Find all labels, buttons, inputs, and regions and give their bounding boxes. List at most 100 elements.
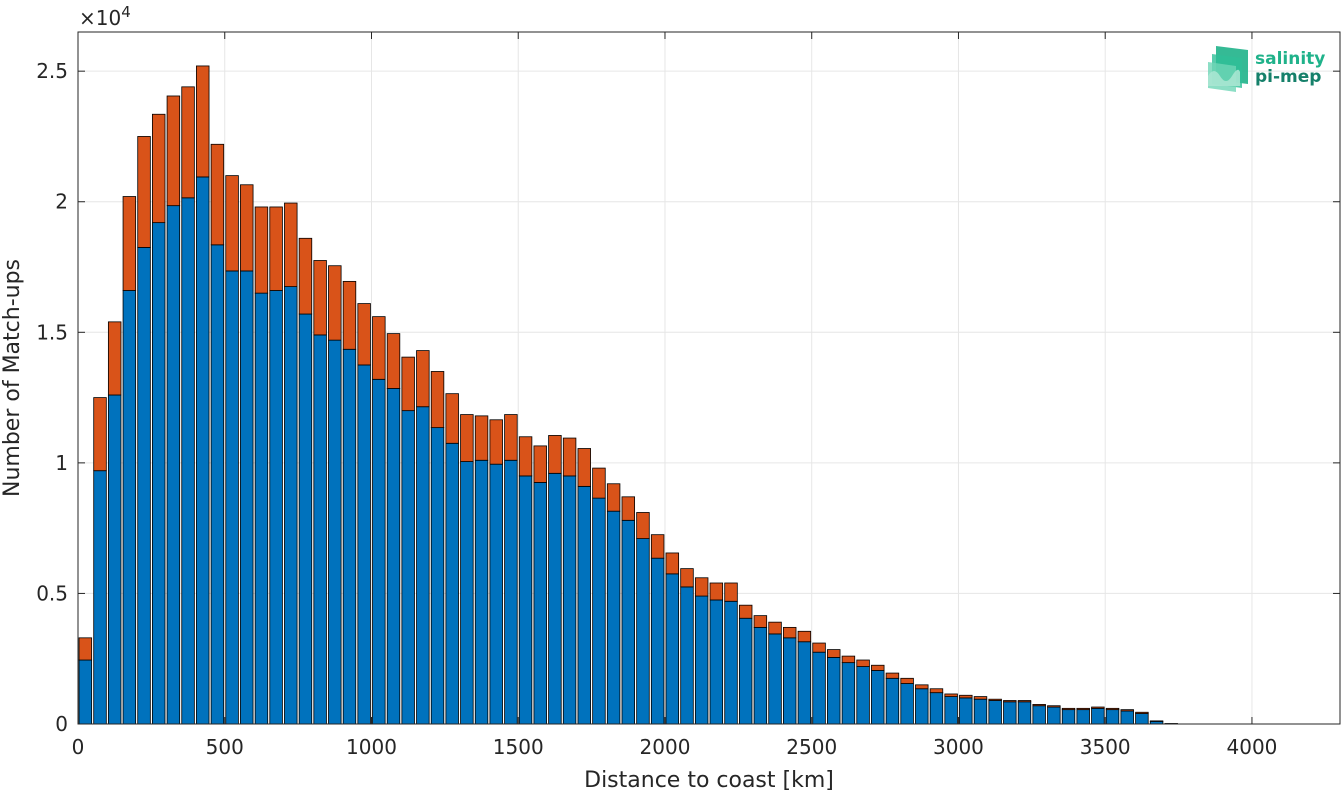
y-exponent-power: 4 bbox=[121, 3, 131, 21]
bar-series-2 bbox=[328, 265, 342, 341]
bar-series-1 bbox=[166, 205, 181, 725]
bar-series-1 bbox=[254, 292, 269, 725]
bar-series-2 bbox=[269, 206, 283, 291]
bar-series-1 bbox=[181, 197, 195, 725]
bar-series-1 bbox=[313, 334, 327, 725]
y-tick-label: 2 bbox=[55, 190, 68, 214]
bar-series-1 bbox=[107, 394, 122, 725]
bar-series-2 bbox=[166, 95, 181, 207]
bar-series-2 bbox=[1076, 707, 1090, 711]
bar-series-1 bbox=[768, 633, 782, 725]
bar-series-1 bbox=[78, 659, 93, 725]
bar-series-1 bbox=[518, 475, 533, 725]
bar-series-1 bbox=[416, 406, 430, 725]
bar-series-1 bbox=[284, 286, 298, 725]
bar-series-1 bbox=[944, 696, 958, 725]
bar-series-2 bbox=[592, 467, 606, 499]
x-tick-label: 1500 bbox=[493, 735, 544, 759]
bar-series-1 bbox=[460, 461, 474, 725]
y-tick-label: 0.5 bbox=[36, 581, 68, 605]
bar-series-2 bbox=[1061, 707, 1076, 711]
bar-series-1 bbox=[959, 697, 973, 725]
bar-series-1 bbox=[636, 538, 650, 725]
bar-series-2 bbox=[636, 512, 650, 539]
x-axis-label: Distance to coast [km] bbox=[584, 768, 834, 792]
bar-series-1 bbox=[797, 641, 812, 725]
bar-series-2 bbox=[988, 698, 1002, 701]
bar-series-2 bbox=[694, 577, 709, 597]
bar-series-2 bbox=[944, 693, 958, 697]
bar-series-2 bbox=[1120, 709, 1134, 712]
bar-series-2 bbox=[562, 437, 577, 477]
logo-text-salinity: salinity bbox=[1255, 49, 1325, 69]
bar-series-2 bbox=[650, 534, 665, 559]
bar-series-2 bbox=[768, 621, 782, 635]
bar-series-1 bbox=[1032, 705, 1046, 725]
bar-series-1 bbox=[137, 247, 151, 725]
bar-series-2 bbox=[871, 664, 885, 671]
plot-frame bbox=[77, 31, 1341, 725]
bar-series-2 bbox=[342, 280, 357, 350]
bar-series-1 bbox=[724, 600, 738, 725]
x-tick-label: 2000 bbox=[640, 735, 691, 759]
bar-series-2 bbox=[460, 414, 474, 462]
bar-series-2 bbox=[900, 677, 914, 684]
bar-series-1 bbox=[357, 364, 371, 725]
bar-series-1 bbox=[606, 510, 621, 725]
bar-series-2 bbox=[225, 175, 239, 272]
bar-series-1 bbox=[1091, 707, 1105, 725]
bar-series-2 bbox=[254, 206, 269, 294]
bar-series-2 bbox=[665, 552, 680, 575]
bar-series-2 bbox=[1135, 711, 1149, 714]
bar-series-1 bbox=[225, 270, 239, 725]
x-tick-label: 1000 bbox=[346, 735, 397, 759]
bar-series-1 bbox=[856, 666, 870, 725]
y-exponent-label: ×104 bbox=[79, 3, 131, 30]
bar-series-1 bbox=[342, 348, 357, 725]
bar-series-1 bbox=[621, 519, 636, 725]
bar-series-2 bbox=[621, 496, 636, 521]
bar-series-2 bbox=[357, 303, 371, 366]
y-axis-label: Number of Match-ups bbox=[0, 259, 25, 497]
bar-series-1 bbox=[592, 497, 606, 725]
bar-series-2 bbox=[93, 397, 107, 472]
bar-series-2 bbox=[680, 568, 694, 588]
bar-series-2 bbox=[298, 237, 313, 315]
bar-series-1 bbox=[1061, 709, 1076, 725]
y-exponent-base: ×10 bbox=[79, 6, 121, 30]
bar-series-2 bbox=[1032, 704, 1046, 707]
bar-series-2 bbox=[78, 637, 93, 661]
bar-series-2 bbox=[240, 184, 254, 272]
bar-series-2 bbox=[196, 65, 210, 178]
bar-series-2 bbox=[372, 316, 386, 380]
bar-series-1 bbox=[445, 442, 459, 725]
x-tick-label: 3000 bbox=[933, 735, 984, 759]
axis-ticks: 0 500 1000 1500 2000 2500 3000 3500 4000 0 0.5 1 1.5… bbox=[36, 32, 1340, 759]
bar-series-1 bbox=[122, 290, 137, 725]
bar-series-1 bbox=[196, 176, 210, 725]
bar-series-2 bbox=[181, 86, 195, 199]
bar-series-2 bbox=[489, 419, 503, 465]
bar-series bbox=[78, 65, 1178, 725]
bar-series-1 bbox=[269, 290, 283, 725]
bar-series-1 bbox=[680, 586, 694, 725]
bar-series-2 bbox=[533, 445, 547, 483]
bar-series-2 bbox=[474, 415, 489, 461]
bar-series-2 bbox=[284, 202, 298, 288]
y-tick-label: 1.5 bbox=[36, 320, 68, 344]
bar-series-1 bbox=[240, 270, 254, 725]
bar-series-1 bbox=[709, 599, 724, 725]
bar-series-1 bbox=[841, 662, 856, 725]
bar-series-1 bbox=[871, 670, 885, 725]
bar-series-1 bbox=[782, 637, 797, 725]
bar-series-1 bbox=[988, 700, 1002, 725]
bar-series-1 bbox=[151, 222, 166, 725]
x-tick-label: 0 bbox=[72, 735, 85, 759]
bar-series-1 bbox=[1047, 706, 1061, 725]
bar-series-1 bbox=[210, 244, 225, 725]
bar-series-2 bbox=[151, 113, 166, 224]
bar-series-1 bbox=[694, 595, 709, 725]
bar-series-1 bbox=[93, 470, 107, 725]
y-tick-label: 2.5 bbox=[36, 59, 68, 83]
